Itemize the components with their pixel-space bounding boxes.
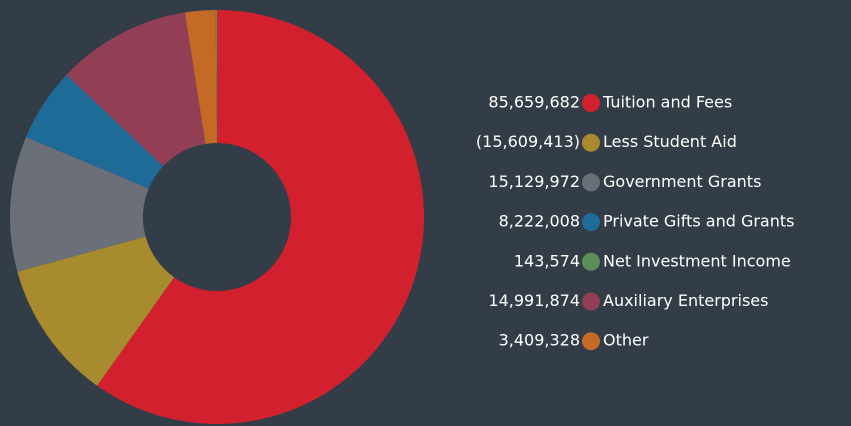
legend-swatch (582, 173, 600, 192)
legend-value: 8,222,008 (499, 212, 580, 231)
legend-label: Less Student Aid (603, 132, 737, 151)
legend-value: 14,991,874 (488, 291, 580, 310)
legend-label: Tuition and Fees (602, 93, 732, 112)
slice (17, 236, 175, 386)
legend-value: 15,129,972 (488, 172, 580, 191)
legend-label: Net Investment Income (603, 251, 791, 270)
legend-swatch (582, 94, 600, 112)
legend-swatch (582, 332, 600, 351)
legend-swatch (582, 292, 600, 311)
legend-label: Government Grants (603, 172, 761, 191)
legend-value: 143,574 (514, 251, 580, 270)
slice (26, 74, 164, 189)
slice (215, 10, 217, 144)
legend-label: Auxiliary Enterprises (603, 291, 768, 310)
legend-label: Private Gifts and Grants (603, 212, 794, 231)
slice (184, 10, 217, 144)
legend-swatch (582, 133, 600, 152)
legend-value: (15,609,413) (476, 132, 580, 151)
slice (9, 137, 149, 272)
legend-value: 85,659,682 (488, 93, 580, 112)
legend-swatch (582, 252, 600, 271)
slice (97, 10, 425, 424)
legend-swatch (582, 213, 600, 232)
slice (66, 12, 206, 167)
legend-label: Other (603, 331, 649, 350)
legend-value: 3,409,328 (499, 331, 580, 350)
